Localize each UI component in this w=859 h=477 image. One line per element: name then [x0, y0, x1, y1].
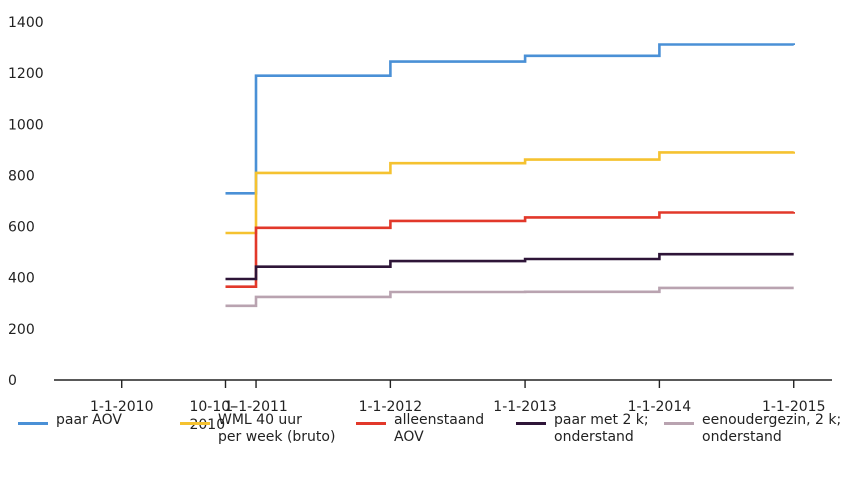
legend-swatch — [356, 422, 386, 425]
legend-swatch — [664, 422, 694, 425]
y-tick-label: 1400 — [8, 15, 44, 31]
legend-item: WML 40 uur per week (bruto) — [180, 412, 335, 446]
series-lines — [225, 43, 795, 308]
x-tick-label: 1-1-2011 — [224, 399, 288, 415]
y-tick-label: 400 — [8, 271, 35, 287]
legend-item: paar met 2 k; onderstand — [516, 412, 649, 446]
series-line — [225, 151, 795, 235]
legend-item: alleenstaand AOV — [356, 412, 484, 446]
legend-label: eenoudergezin, 2 k; onderstand — [702, 412, 842, 445]
legend-label: WML 40 uur per week (bruto) — [218, 412, 336, 445]
legend-swatch — [180, 422, 210, 425]
y-axis-tick-labels: 0 200 400 600 800 1000 1200 1400 — [8, 15, 44, 389]
x-tick-label: 10-10-2010 — [189, 399, 235, 433]
legend-swatch — [516, 422, 546, 425]
x-tick-label: 1-1-2013 — [493, 399, 557, 415]
series-line — [225, 252, 794, 281]
y-tick-label: 1200 — [8, 66, 44, 82]
x-tick-label: 1-1-2010 — [90, 399, 154, 415]
x-tick-label: 1-1-2014 — [628, 399, 692, 415]
legend-swatch — [18, 422, 48, 425]
series-line — [225, 43, 795, 195]
y-tick-label: 1000 — [8, 117, 44, 133]
y-tick-label: 0 — [8, 373, 17, 389]
legend-item: paar AOV — [18, 412, 122, 429]
legend-label: paar AOV — [56, 412, 122, 428]
y-tick-label: 600 — [8, 220, 35, 236]
y-tick-label: 800 — [8, 168, 35, 184]
legend-label: alleenstaand AOV — [394, 412, 485, 445]
legend-item: eenoudergezin, 2 k; onderstand — [664, 412, 841, 446]
x-axis — [54, 379, 832, 388]
legend-label: paar met 2 k; onderstand — [554, 412, 649, 445]
x-tick-label: 1-1-2012 — [359, 399, 423, 415]
x-tick-label: 1-1-2015 — [762, 399, 826, 415]
series-line — [225, 286, 794, 308]
legend: paar AOV WML 40 uur per week (bruto) allee… — [18, 412, 853, 472]
y-tick-label: 200 — [8, 322, 35, 338]
series-line — [225, 211, 795, 288]
